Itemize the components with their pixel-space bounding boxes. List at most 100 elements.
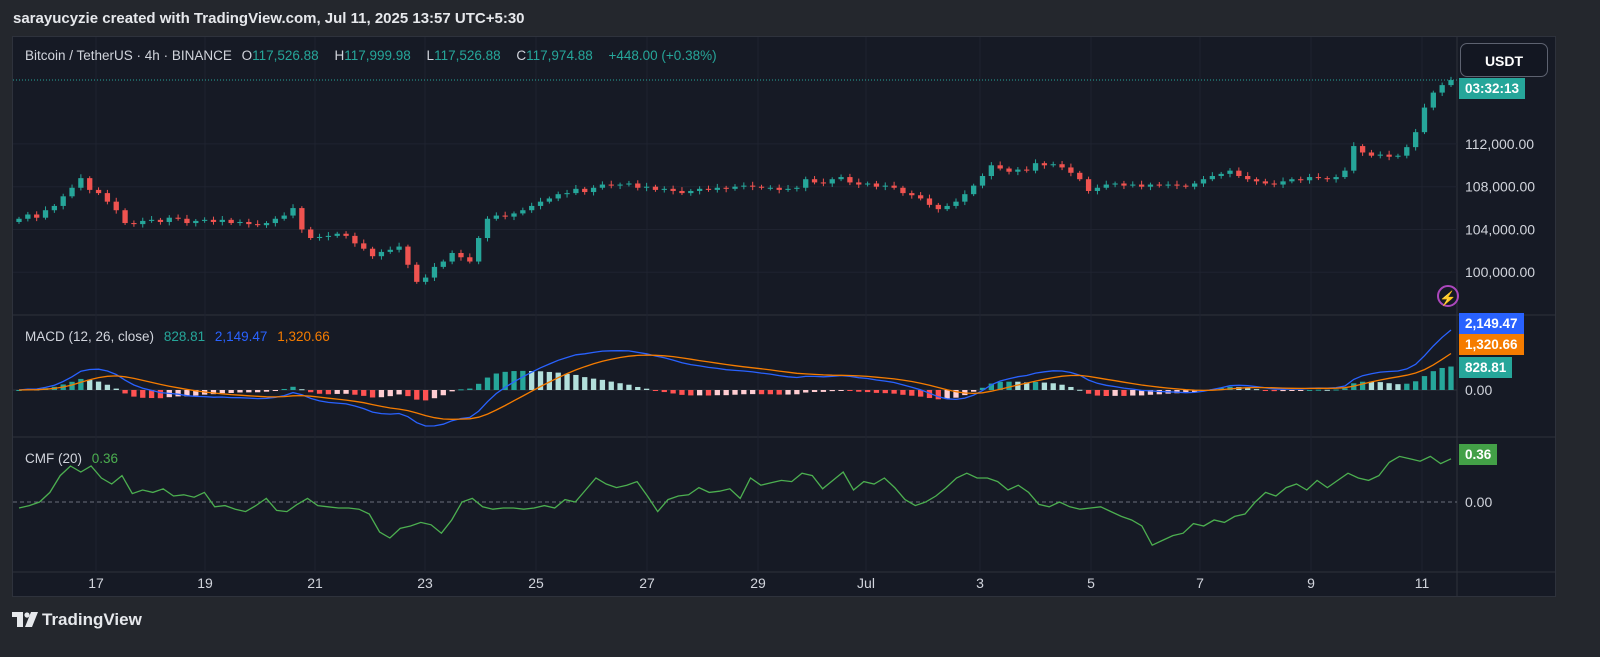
macd-histogram-bar bbox=[113, 388, 119, 390]
macd-histogram-bar bbox=[405, 390, 411, 397]
price-axis-tick-label: 108,000.00 bbox=[1465, 179, 1535, 195]
macd-histogram-bar bbox=[352, 390, 358, 395]
candle-body bbox=[891, 185, 897, 188]
macd-histogram-bar bbox=[219, 390, 225, 394]
macd-title[interactable]: MACD (12, 26, close) bbox=[25, 329, 155, 344]
candle-body bbox=[1439, 85, 1445, 93]
candle-body bbox=[971, 185, 977, 195]
candle-body bbox=[422, 277, 429, 282]
macd-histogram-bar bbox=[1262, 390, 1269, 391]
candle-body bbox=[696, 188, 703, 191]
price-axis-tick-label: 104,000.00 bbox=[1465, 221, 1535, 237]
tradingview-brand[interactable]: TradingView bbox=[12, 610, 142, 630]
macd-histogram-bar bbox=[502, 371, 508, 390]
macd-histogram-bar bbox=[741, 390, 747, 395]
macd-histogram-bar bbox=[369, 390, 376, 398]
candle-body bbox=[723, 187, 729, 189]
hist-price-tag: 828.81 bbox=[1459, 357, 1513, 378]
macd-histogram-bar bbox=[228, 390, 234, 394]
candle-body bbox=[1412, 132, 1419, 148]
candle-body bbox=[34, 214, 40, 218]
candle-body bbox=[1386, 154, 1392, 157]
candle-body bbox=[882, 185, 888, 187]
candle-body bbox=[246, 221, 252, 225]
candle-body bbox=[546, 198, 553, 202]
macd-histogram-bar bbox=[537, 371, 544, 390]
macd-histogram-bar bbox=[1404, 383, 1410, 390]
lightning-icon[interactable]: ⚡ bbox=[1437, 285, 1459, 307]
macd-histogram-bar bbox=[785, 390, 791, 395]
candle-body bbox=[962, 194, 968, 202]
macd-legend: MACD (12, 26, close) 828.81 2,149.47 1,3… bbox=[25, 329, 336, 344]
macd-histogram-bar bbox=[1333, 389, 1339, 391]
candle-body bbox=[1227, 170, 1233, 174]
macd-histogram-bar bbox=[1430, 371, 1436, 390]
candle-body bbox=[414, 264, 420, 282]
symbol-label[interactable]: Bitcoin / TetherUS · 4h · BINANCE bbox=[25, 48, 232, 63]
candle-body bbox=[926, 198, 933, 205]
macd-histogram-bar bbox=[820, 390, 827, 392]
candle-body bbox=[1218, 173, 1224, 176]
candle-body bbox=[299, 208, 305, 230]
time-axis-tick-label: 23 bbox=[417, 575, 433, 591]
macd-histogram-bar bbox=[1448, 366, 1454, 390]
candle-body bbox=[281, 215, 287, 219]
candle-body bbox=[794, 187, 800, 189]
time-axis-tick-label: 9 bbox=[1307, 575, 1315, 591]
candle-body bbox=[449, 252, 455, 262]
candle-body bbox=[219, 219, 225, 222]
candle-body bbox=[520, 210, 526, 214]
cmf-title[interactable]: CMF (20) bbox=[25, 451, 82, 466]
candle-body bbox=[705, 188, 712, 190]
candle-body bbox=[1130, 184, 1136, 186]
change-value: +448.00 (+0.38%) bbox=[608, 48, 717, 63]
macd-histogram-bar bbox=[122, 390, 128, 394]
macd-histogram-bar bbox=[1103, 390, 1109, 397]
candle-body bbox=[1015, 169, 1021, 172]
time-axis-tick-label: 21 bbox=[307, 575, 323, 591]
macd-histogram-bar bbox=[705, 390, 712, 396]
candle-body bbox=[1200, 179, 1207, 184]
macd-histogram-bar bbox=[467, 388, 473, 390]
candle-body bbox=[847, 177, 853, 183]
candle-body bbox=[140, 220, 146, 225]
candle-body bbox=[78, 178, 84, 188]
macd-histogram-bar bbox=[1077, 389, 1083, 391]
macd-histogram-bar bbox=[1386, 383, 1392, 390]
candle-body bbox=[210, 219, 217, 222]
candle-body bbox=[979, 176, 986, 186]
candle-body bbox=[909, 193, 915, 196]
macd-axis-tick-label: 0.00 bbox=[1465, 382, 1492, 398]
time-axis-tick-label: 25 bbox=[528, 575, 544, 591]
candle-body bbox=[1174, 184, 1180, 186]
chart-canvas[interactable]: 17 19 21 23 25 27 29 Jul 3 5 7 9 11 100,000.00 104,000… bbox=[13, 37, 1555, 596]
macd-histogram-bar bbox=[1085, 390, 1092, 394]
macd-histogram-bar bbox=[873, 390, 880, 393]
macd-histogram-bar bbox=[573, 374, 579, 390]
open-value: 117,526.88 bbox=[252, 48, 319, 63]
macd-histogram-bar bbox=[175, 390, 181, 397]
macd-histogram-bar bbox=[237, 390, 243, 393]
macd-histogram-bar bbox=[997, 381, 1003, 390]
macd-histogram-bar bbox=[1112, 390, 1118, 396]
macd-histogram-bar bbox=[431, 390, 438, 399]
macd-histogram-bar bbox=[935, 390, 941, 400]
macd-histogram-bar bbox=[944, 390, 950, 400]
candle-body bbox=[1262, 181, 1269, 184]
candle-body bbox=[42, 210, 49, 218]
macd-histogram-bar bbox=[1024, 382, 1030, 390]
macd-histogram-bar bbox=[476, 383, 482, 390]
signal-line bbox=[18, 352, 1452, 420]
candle-body bbox=[148, 219, 155, 221]
candle-body bbox=[635, 183, 641, 188]
macd-histogram-bar bbox=[184, 390, 190, 397]
low-value: 117,526.88 bbox=[434, 48, 501, 63]
chart-frame[interactable]: 17 19 21 23 25 27 29 Jul 3 5 7 9 11 100,000.00 104,000… bbox=[12, 36, 1556, 597]
macd-histogram-bar bbox=[670, 390, 676, 394]
macd-histogram-bar bbox=[255, 390, 261, 393]
candle-body bbox=[157, 219, 164, 222]
macd-histogram-bar bbox=[316, 390, 323, 394]
candle-body bbox=[104, 193, 111, 202]
macd-histogram-bar bbox=[652, 390, 659, 391]
currency-button[interactable]: USDT bbox=[1460, 43, 1548, 77]
